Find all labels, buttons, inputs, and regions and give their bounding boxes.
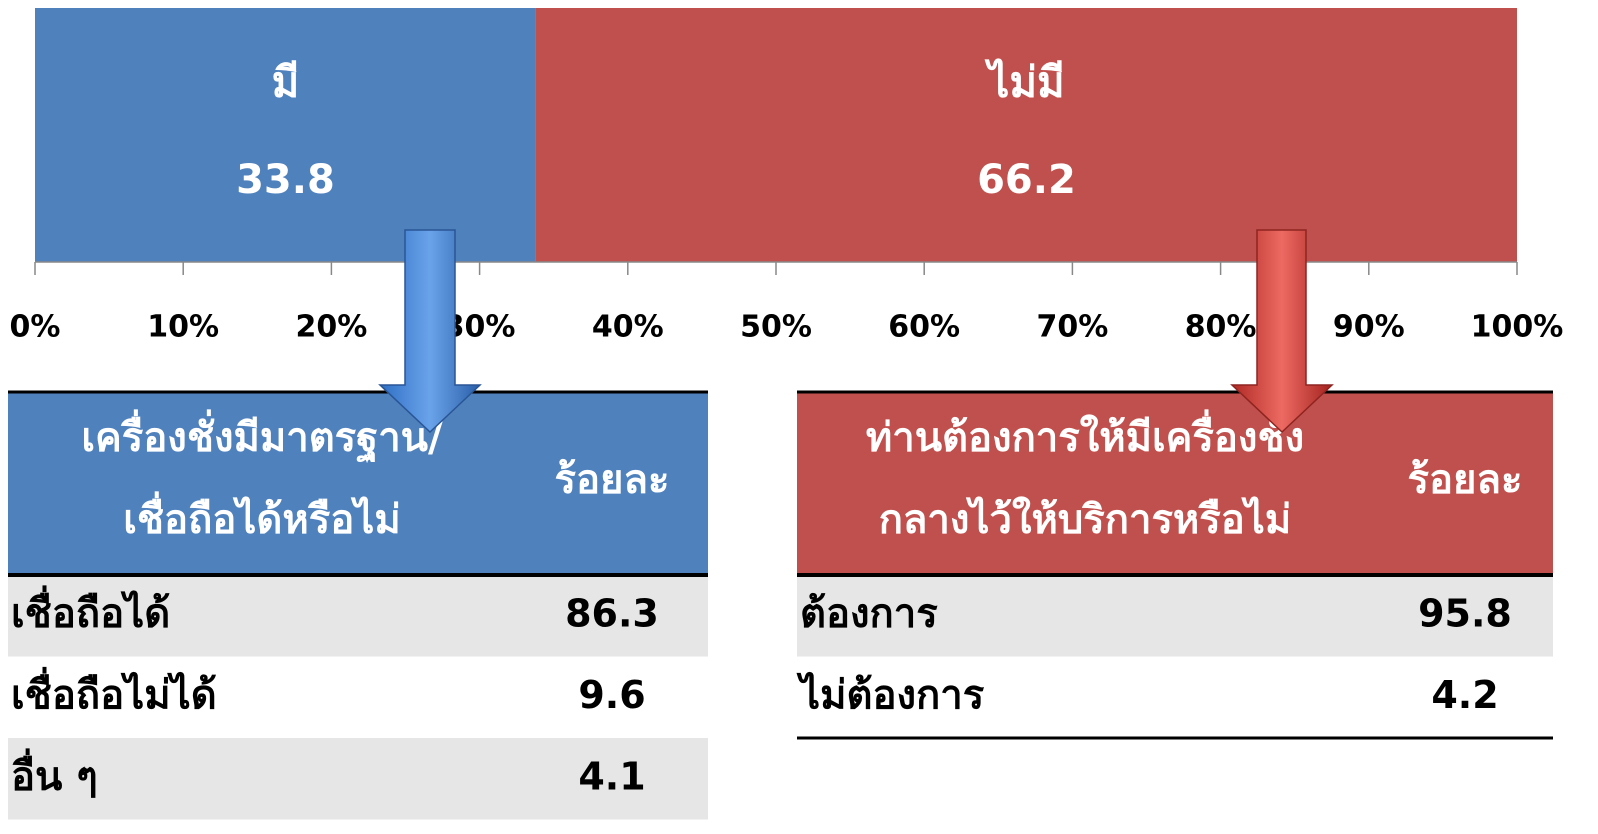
x-tick-label: 100% <box>1471 310 1564 345</box>
row-label: เชื่อถือไม่ได้ <box>11 666 217 718</box>
x-tick-label: 70% <box>1036 310 1108 345</box>
header-text: ท่านต้องการให้มีเครื่องชั่ง <box>866 409 1304 461</box>
data-label: 33.8 <box>236 157 335 203</box>
slide: มี33.8ไม่มี66.20%10%20%30%40%50%60%70%80… <box>0 0 1598 834</box>
row-value: 4.2 <box>1431 673 1498 717</box>
row-value: 86.3 <box>565 591 659 635</box>
segment-name: ไม่มี <box>984 58 1065 107</box>
header-text: ร้อยละ <box>1408 457 1523 503</box>
row-label: ไม่ต้องการ <box>796 671 985 718</box>
header-text: เครื่องชั่งมีมาตรฐาน/ <box>81 409 443 464</box>
row-label: เชื่อถือได้ <box>11 585 170 637</box>
row-value: 4.1 <box>578 754 645 798</box>
header-text: กลางไว้ให้บริการหรือไม่ <box>879 496 1292 543</box>
x-tick-label: 90% <box>1333 310 1405 345</box>
bar-segment <box>35 8 536 262</box>
header-text: ร้อยละ <box>555 457 670 503</box>
x-tick-label: 20% <box>295 310 367 345</box>
x-tick-label: 50% <box>740 310 812 345</box>
x-tick-label: 0% <box>10 310 61 345</box>
chart: มี33.8ไม่มี66.20%10%20%30%40%50%60%70%80… <box>8 8 1563 820</box>
header-text: เชื่อถือได้หรือไม่ <box>123 491 401 543</box>
x-tick-label: 10% <box>147 310 219 345</box>
row-label: ต้องการ <box>800 591 938 637</box>
x-tick-label: 40% <box>592 310 664 345</box>
row-value: 9.6 <box>578 673 645 717</box>
data-label: 66.2 <box>977 157 1076 203</box>
segment-name: มี <box>272 58 300 107</box>
row-label: อื่น ๆ <box>11 748 98 800</box>
x-tick-label: 80% <box>1185 310 1257 345</box>
row-value: 95.8 <box>1418 591 1512 635</box>
bar-segment <box>536 8 1517 262</box>
x-tick-label: 60% <box>888 310 960 345</box>
